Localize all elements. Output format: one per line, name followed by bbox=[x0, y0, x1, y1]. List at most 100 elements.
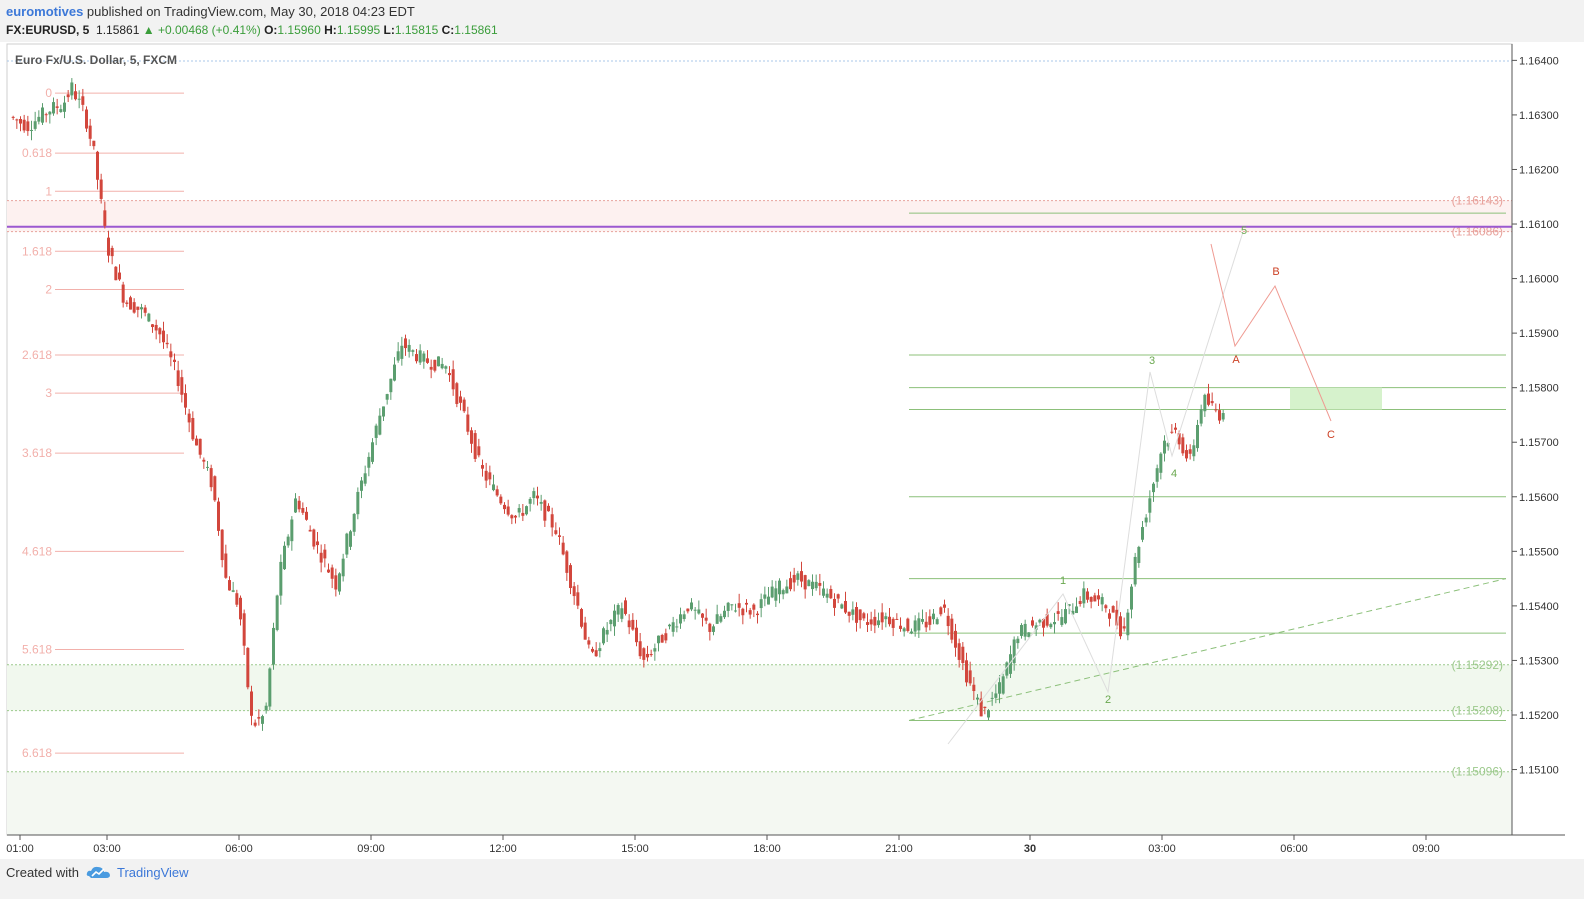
candle-body bbox=[1060, 617, 1064, 625]
candle-body bbox=[305, 511, 308, 520]
candle-body bbox=[1214, 409, 1218, 411]
candle-body bbox=[477, 446, 481, 456]
candle-body bbox=[737, 603, 741, 608]
candle-body bbox=[825, 593, 829, 598]
candle-body bbox=[899, 625, 902, 629]
wave-label-green: 1 bbox=[1060, 575, 1066, 587]
candle-body bbox=[195, 438, 198, 446]
candle-body bbox=[884, 616, 888, 620]
x-tick-label: 06:00 bbox=[225, 843, 253, 855]
candle-body bbox=[1111, 606, 1115, 613]
candle-body bbox=[510, 515, 514, 519]
candle-body bbox=[92, 140, 96, 147]
candle-body bbox=[712, 626, 715, 632]
candle-body bbox=[187, 413, 191, 423]
candle-body bbox=[829, 589, 833, 599]
candle-body bbox=[316, 541, 319, 546]
candle-body bbox=[378, 415, 382, 435]
candle-body bbox=[1221, 413, 1225, 420]
candle-body bbox=[561, 542, 565, 555]
candle-body bbox=[748, 610, 752, 615]
candle-body bbox=[74, 91, 77, 100]
fib-level-label: 2 bbox=[45, 282, 52, 296]
candle-body bbox=[173, 359, 176, 363]
horizontal-level-label: (1.15208) bbox=[1452, 704, 1503, 718]
candle-body bbox=[1210, 401, 1214, 404]
high-value: 1.15995 bbox=[336, 23, 381, 37]
candle-body bbox=[990, 697, 994, 699]
tradingview-cloud-icon[interactable] bbox=[86, 864, 112, 880]
candle-body bbox=[492, 484, 495, 491]
candle-body bbox=[675, 626, 679, 628]
fib-level-label: 1.618 bbox=[22, 244, 52, 258]
candle-body bbox=[228, 580, 231, 591]
wave-label-red: B bbox=[1272, 266, 1279, 278]
y-tick-label: 1.15700 bbox=[1519, 437, 1559, 449]
candle-body bbox=[657, 635, 660, 644]
low-label: L: bbox=[383, 23, 395, 37]
tradingview-link[interactable]: TradingView bbox=[117, 865, 189, 880]
candle-body bbox=[759, 599, 763, 609]
fib-level-label: 0 bbox=[45, 86, 52, 100]
candle-body bbox=[44, 114, 48, 116]
candle-body bbox=[389, 378, 393, 393]
candle-body bbox=[785, 586, 789, 594]
candle-body bbox=[1203, 394, 1207, 412]
candle-body bbox=[110, 247, 114, 257]
candle-body bbox=[580, 609, 583, 627]
candle-body bbox=[554, 530, 558, 534]
candle-body bbox=[1130, 586, 1133, 610]
candle-body bbox=[448, 373, 451, 376]
candle-body bbox=[330, 567, 334, 579]
candle-body bbox=[308, 529, 312, 532]
candle-body bbox=[147, 313, 151, 322]
candle-body bbox=[866, 622, 869, 625]
candle-body bbox=[888, 616, 891, 625]
candle-body bbox=[913, 620, 917, 632]
candle-body bbox=[349, 531, 352, 547]
candle-body bbox=[1097, 595, 1100, 600]
published-text: published on TradingView.com, May 30, 20… bbox=[83, 4, 415, 19]
candle-body bbox=[741, 608, 745, 616]
candle-body bbox=[943, 604, 946, 608]
candle-body bbox=[48, 111, 52, 115]
candle-body bbox=[363, 473, 367, 484]
candle-body bbox=[803, 575, 807, 590]
candle-body bbox=[301, 507, 305, 513]
candle-body bbox=[1075, 606, 1078, 614]
candle-body bbox=[877, 620, 880, 626]
candle-body bbox=[1023, 623, 1027, 637]
candle-body bbox=[70, 82, 74, 96]
candle-body bbox=[565, 551, 569, 573]
candle-body bbox=[451, 369, 455, 390]
candle-body bbox=[184, 393, 187, 408]
candle-body bbox=[1166, 443, 1170, 447]
candle-body bbox=[77, 98, 81, 100]
candle-body bbox=[558, 535, 561, 537]
candle-body bbox=[638, 641, 642, 657]
candle-body bbox=[99, 179, 103, 199]
fib-level-label: 3 bbox=[45, 386, 52, 400]
candle-body bbox=[1053, 622, 1056, 625]
candle-body bbox=[462, 399, 466, 412]
candle-body bbox=[488, 472, 492, 480]
candle-body bbox=[976, 697, 979, 700]
candle-body bbox=[921, 619, 924, 622]
candle-body bbox=[778, 580, 781, 595]
candle-body bbox=[125, 302, 129, 304]
author-link[interactable]: euromotives bbox=[6, 4, 84, 19]
price-chart[interactable]: (1.16143) (1.16086) (1.15292) (1.15208) (1.1… bbox=[0, 42, 1584, 859]
candle-body bbox=[613, 610, 616, 627]
candle-body bbox=[521, 512, 525, 516]
candle-body bbox=[19, 119, 22, 124]
y-tick-label: 1.16100 bbox=[1519, 219, 1559, 231]
candle-body bbox=[763, 594, 767, 599]
candle-body bbox=[1031, 620, 1034, 626]
candle-body bbox=[972, 684, 976, 692]
candle-body bbox=[697, 609, 701, 614]
candle-body bbox=[781, 590, 785, 595]
candle-body bbox=[602, 628, 605, 644]
x-tick-label: 01:00 bbox=[6, 843, 34, 855]
y-tick-label: 1.15400 bbox=[1519, 601, 1559, 613]
candle-body bbox=[1152, 483, 1155, 493]
